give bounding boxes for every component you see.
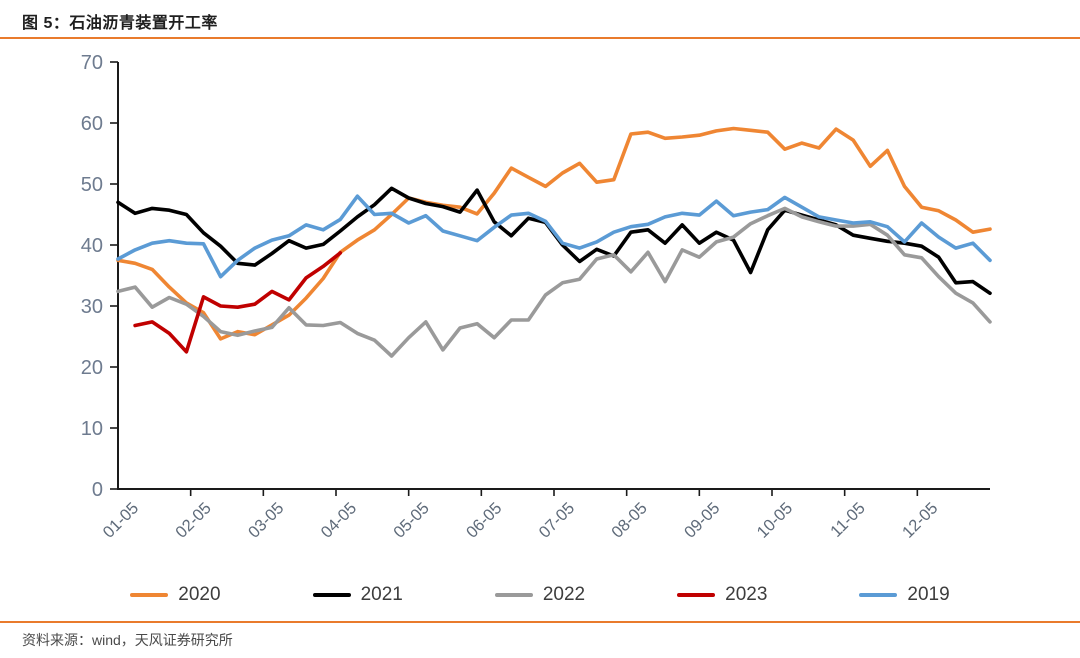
legend-item-2019: 2019 (859, 584, 950, 606)
y-axis-label: 30 (81, 296, 103, 318)
legend-swatch-2019 (859, 593, 898, 597)
legend-item-2020: 2020 (130, 584, 221, 606)
series-2023-line (133, 251, 343, 354)
x-axis-label: 08-05 (608, 499, 651, 542)
legend-swatch-2022 (494, 593, 533, 597)
chart-legend: 2020 2021 2022 2023 2019 (0, 579, 1080, 611)
legend-item-2023: 2023 (677, 584, 767, 606)
x-axis-label: 07-05 (536, 499, 579, 542)
x-axis-label: 03-05 (245, 499, 288, 542)
x-axis-label: 05-05 (390, 499, 433, 542)
legend-label-2019: 2019 (907, 584, 950, 605)
legend-swatch-2020 (130, 593, 169, 597)
data-source-note: 资料来源：wind，天风证券研究所 (22, 632, 233, 648)
x-axis-label: 11-05 (827, 499, 869, 541)
legend-swatch-2021 (312, 593, 351, 597)
x-axis-label: 09-05 (681, 499, 724, 542)
series-2019-line (116, 194, 992, 279)
x-axis-label: 12-05 (899, 499, 942, 542)
y-axis-label: 10 (81, 418, 103, 440)
legend-item-2021: 2021 (312, 584, 403, 606)
legend-label-2022: 2022 (542, 584, 586, 605)
legend-label-2023: 2023 (725, 584, 768, 605)
legend-swatch-2023 (677, 593, 716, 597)
x-axis-label: 06-05 (463, 499, 506, 542)
y-axis-label: 60 (81, 113, 103, 135)
legend-label-2021: 2021 (360, 584, 403, 605)
y-axis-label: 20 (81, 357, 103, 379)
footer-rule (0, 621, 1080, 623)
asphalt-operating-rate-chart: 0 10 20 30 40 50 60 70 01-05 02-05 03-05 04-05 05-05… (81, 52, 992, 542)
x-axis-label: 02-05 (172, 499, 215, 542)
x-axis-label: 10-05 (754, 499, 797, 542)
series-2022-line (116, 206, 992, 358)
x-axis-label: 01-05 (100, 499, 143, 542)
x-axis-label: 04-05 (318, 499, 361, 542)
y-axis-label: 0 (92, 479, 103, 501)
legend-label-2020: 2020 (178, 584, 221, 605)
title-underline (0, 37, 1080, 39)
y-axis-label: 40 (81, 235, 103, 257)
legend-item-2022: 2022 (494, 584, 586, 606)
figure-title: 图 5：石油沥青装置开工率 (22, 15, 218, 32)
y-axis-label: 50 (81, 174, 103, 196)
series-2021-line (116, 186, 992, 296)
y-axis-label: 70 (81, 52, 103, 74)
axis-lines (117, 62, 990, 490)
